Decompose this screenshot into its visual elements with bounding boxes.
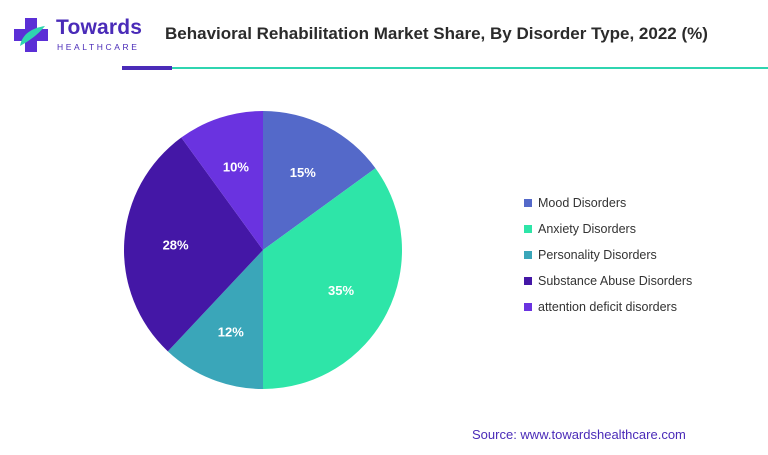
legend-label: Personality Disorders <box>538 248 657 262</box>
chart-legend: Mood Disorders Anxiety Disorders Personali… <box>524 190 692 320</box>
legend-item-personality-disorders: Personality Disorders <box>524 242 692 268</box>
legend-swatch <box>524 225 532 233</box>
legend-label: Anxiety Disorders <box>538 222 636 236</box>
legend-label: Mood Disorders <box>538 196 627 210</box>
brand-name: Towards <box>56 16 143 39</box>
slice-label-personality-disorders: 12% <box>218 324 244 339</box>
legend-item-anxiety-disorders: Anxiety Disorders <box>524 216 692 242</box>
pie-slice-personality-disorders <box>167 250 263 389</box>
brand-tagline: HEALTHCARE <box>57 42 140 52</box>
chart-title: Behavioral Rehabilitation Market Share, … <box>165 24 708 43</box>
legend-item-mood-disorders: Mood Disorders <box>524 190 692 216</box>
pie-slice-anxiety-disorders <box>263 168 402 389</box>
legend-swatch <box>524 199 532 207</box>
legend-label: attention deficit disorders <box>538 300 677 314</box>
slice-label-substance-abuse-disorders: 28% <box>163 238 189 253</box>
pie-slice-substance-abuse-disorders <box>123 137 263 352</box>
slice-label-anxiety-disorders: 35% <box>328 283 354 298</box>
health-cross-icon <box>14 18 48 52</box>
legend-swatch <box>524 303 532 311</box>
legend-item-attention-deficit-disorders: attention deficit disorders <box>524 294 692 320</box>
pie-slice-mood-disorders <box>263 111 376 250</box>
brand-logo: Towards HEALTHCARE <box>12 14 152 58</box>
title-divider-accent <box>122 66 172 70</box>
slice-label-mood-disorders: 15% <box>290 165 316 180</box>
pie-slice-attention-deficit-disorders <box>181 111 263 250</box>
title-divider <box>122 67 768 69</box>
legend-swatch <box>524 251 532 259</box>
legend-item-substance-abuse-disorders: Substance Abuse Disorders <box>524 268 692 294</box>
source-note: Source: www.towardshealthcare.com <box>472 427 686 442</box>
slice-label-attention-deficit-disorders: 10% <box>223 160 249 175</box>
legend-label: Substance Abuse Disorders <box>538 274 693 288</box>
legend-swatch <box>524 277 532 285</box>
